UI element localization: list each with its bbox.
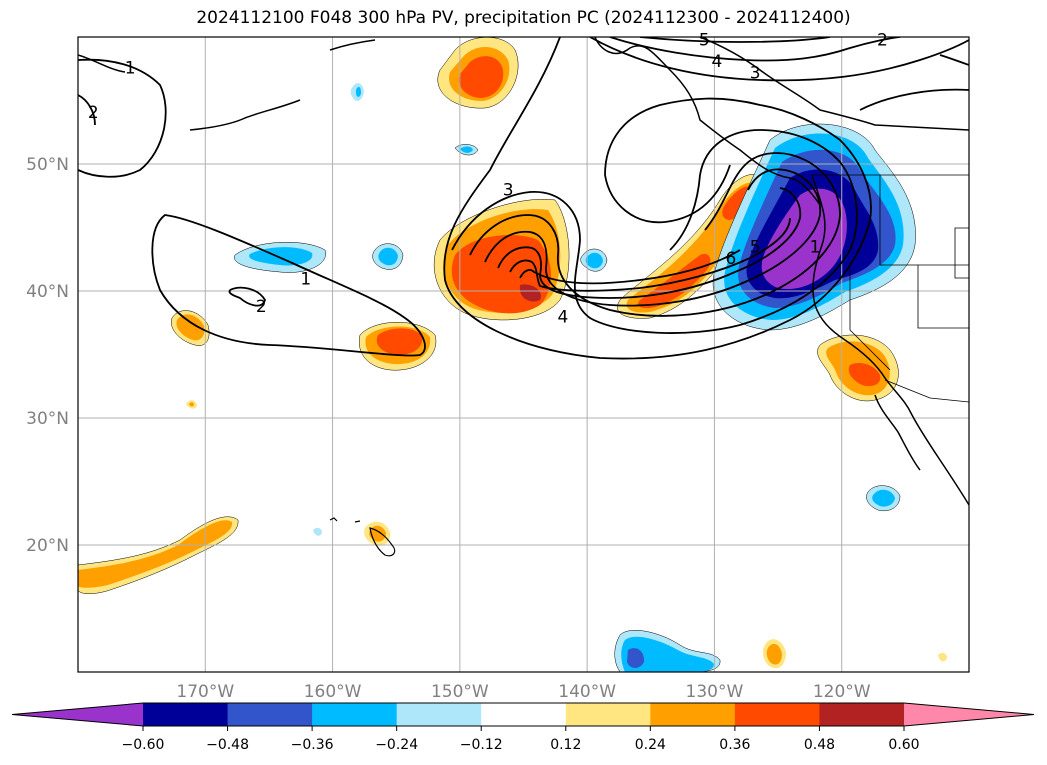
pv-contour-label: 3 xyxy=(750,64,761,84)
colorbar-tick-label: −0.12 xyxy=(460,737,503,753)
pv-contour-2-northeast xyxy=(859,88,969,111)
colorbar-segment xyxy=(734,703,820,726)
us-mexico-border xyxy=(884,379,969,403)
pv-contour-4-north xyxy=(609,37,901,62)
political-borders xyxy=(812,174,969,403)
colorbar-tick-label: 0.12 xyxy=(550,737,581,753)
pv-contour-label: 4 xyxy=(712,52,723,72)
longitude-tick-labels: 170°W 160°W 150°W 140°W 130°W 120°W xyxy=(176,682,870,702)
colorbar-tick-label: −0.24 xyxy=(375,737,418,753)
longitude-label: 150°W xyxy=(431,682,489,702)
west-coast-coastline xyxy=(811,174,969,506)
us-state-borders xyxy=(849,175,969,371)
pv-contour-label: 5 xyxy=(750,238,761,258)
latitude-label: 50°N xyxy=(26,155,69,175)
coastlines xyxy=(78,37,969,557)
colorbar-segment xyxy=(819,703,905,726)
colorbar-segment xyxy=(396,703,482,726)
colorbar: −0.60 −0.48 −0.36 −0.24 −0.12 0.12 0.24 0.36 0.4… xyxy=(11,702,1035,753)
map-title: 2024112100 F048 300 hPa PV, precipitatio… xyxy=(196,8,851,28)
pv-contour-label: 6 xyxy=(726,249,737,269)
latitude-label: 40°N xyxy=(26,282,69,302)
pv-contour-label: 1 xyxy=(300,269,311,289)
colorbar-segment xyxy=(143,703,229,726)
colorbar-tick-label: 0.36 xyxy=(719,737,750,753)
pv-contour-label: 4 xyxy=(558,307,569,327)
pv-contour-3 xyxy=(443,37,872,360)
colorbar-tick-label: 0.24 xyxy=(635,737,666,753)
colorbar-segment xyxy=(650,703,736,726)
colorbar-tick-label: −0.60 xyxy=(122,737,165,753)
pv-contour-label: 3 xyxy=(503,180,514,200)
alaska-coastline xyxy=(594,37,821,206)
map-frame xyxy=(77,36,970,673)
pv-contour-label: 1 xyxy=(125,58,136,78)
pv-contour-5-north xyxy=(639,37,831,43)
latitude-label: 30°N xyxy=(26,409,69,429)
pv-contour-1-central xyxy=(151,214,426,357)
pv-contour-3-north xyxy=(589,37,969,82)
latitude-tick-labels: 20°N 30°N 40°N 50°N xyxy=(26,155,69,556)
colorbar-tick-label: 0.48 xyxy=(804,737,835,753)
pv-contour-label: 2 xyxy=(256,297,267,317)
longitude-label: 140°W xyxy=(558,682,616,702)
colorbar-extend-high xyxy=(904,703,1034,726)
pv-contour-label: 5 xyxy=(699,31,710,51)
colorbar-segment xyxy=(227,703,313,726)
longitude-label: 130°W xyxy=(686,682,744,702)
pv-contour-1-northwest xyxy=(78,58,167,178)
pv-contour-label: 2 xyxy=(88,103,99,123)
colorbar-extend-low xyxy=(12,703,143,726)
latitude-label: 20°N xyxy=(26,536,69,556)
colorbar-segment xyxy=(312,703,398,726)
longitude-label: 170°W xyxy=(176,682,234,702)
colorbar-tick-label: 0.60 xyxy=(888,737,919,753)
hawaii-islands xyxy=(329,517,396,557)
precipitation-anomaly-fills xyxy=(78,37,947,672)
colorbar-segment xyxy=(565,703,651,726)
colorbar-tick-label: −0.36 xyxy=(291,737,334,753)
colorbar-tick-label: −0.48 xyxy=(206,737,249,753)
pv-contour-label: 1 xyxy=(810,238,821,258)
pv-contours xyxy=(78,37,969,360)
pv-contour-label: 2 xyxy=(877,31,888,51)
longitude-label: 120°W xyxy=(813,682,871,702)
colorbar-segment xyxy=(481,703,567,726)
longitude-label: 160°W xyxy=(304,682,362,702)
